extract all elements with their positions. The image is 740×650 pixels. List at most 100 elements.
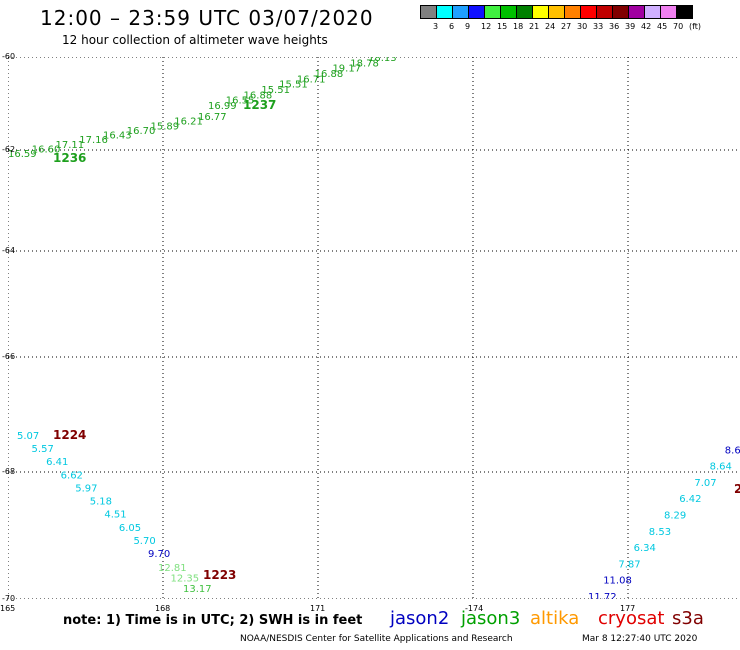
wave-height-value: 5.07	[17, 431, 39, 442]
scale-swatch	[468, 5, 485, 19]
altimeter-track: 16.5916.6017.1117.1616.4316.7015.8916.21…	[8, 112, 227, 165]
scale-swatch	[612, 5, 629, 19]
wave-height-value: 15.89	[151, 121, 180, 132]
wave-height-value: 12.35	[171, 574, 200, 585]
footer-note: note: 1) Time is in UTC; 2) SWH is in fe…	[63, 613, 363, 628]
map-subtitle: 12 hour collection of altimeter wave hei…	[62, 33, 328, 47]
wave-height-value: 18.13	[368, 57, 397, 64]
scale-swatch	[484, 5, 501, 19]
latitude-tick-label: -64	[2, 246, 16, 255]
scale-swatch	[548, 5, 565, 19]
map-svg: 16.5916.6017.1117.1616.4316.7015.8916.21…	[7, 53, 740, 603]
mission-legend-item: jason2	[390, 608, 450, 629]
wave-height-value: 11.72	[588, 592, 617, 599]
mission-legend-item: altika	[530, 608, 580, 629]
scale-label: 12	[481, 22, 492, 31]
altimeter-track: 5.07 5.57 6.41 6.62 5.97 5.18 4.51 6.05 5.70 9.70…	[17, 428, 170, 560]
generated-timestamp: Mar 8 12:27:40 UTC 2020	[582, 634, 698, 644]
scale-swatch	[500, 5, 517, 19]
map-title: 12:00 – 23:59 UTC 03/07/2020	[40, 6, 374, 30]
scale-swatch	[564, 5, 581, 19]
wave-height-value: 19.17	[332, 64, 361, 75]
scale-label: 33	[593, 22, 604, 31]
mission-legend-item: s3a	[672, 608, 704, 629]
scale-swatch	[452, 5, 469, 19]
scale-swatch	[660, 5, 677, 19]
wave-height-value: 16.55	[226, 96, 255, 107]
wave-height-value: 17.16	[79, 135, 108, 146]
wave-height-value: 9.70	[148, 549, 170, 560]
altimeter-track: 11.72 11.08 7.87 6.34 8.53 8.29 6.42 7.07 8.64 8.…	[588, 445, 740, 603]
longitude-tick-label: 171	[310, 604, 326, 613]
longitude-tick-label: 165	[0, 604, 16, 613]
wave-height-value: 11.08	[603, 576, 632, 587]
credit-line: NOAA/NESDIS Center for Satellite Applica…	[240, 634, 513, 644]
wave-height-value: 16.43	[103, 131, 132, 142]
wave-height-value: 13.17	[183, 584, 212, 595]
mission-legend-item: jason3	[461, 608, 521, 629]
track-pass-label: 1236	[53, 151, 86, 165]
longitude-tick-label: 168	[155, 604, 171, 613]
scale-label: (ft)	[689, 22, 702, 31]
latitude-tick-label: -62	[2, 145, 16, 154]
wave-height-value: 16.88	[244, 90, 273, 101]
altimeter-track: 16.9916.5516.8815.5115.5116.7116.8819.17…	[208, 53, 397, 112]
scale-label: 3	[433, 22, 439, 31]
wave-height-value: 8.53	[649, 527, 671, 538]
track-pass-label: 1237	[243, 98, 276, 112]
scale-label: 21	[529, 22, 540, 31]
scale-label: 36	[609, 22, 620, 31]
wave-height-value: 16.77	[198, 112, 227, 123]
longitude-tick-label: -174	[465, 604, 484, 613]
wave-height-value: 12.81	[158, 563, 187, 574]
wave-height-value: 5.57	[32, 444, 54, 455]
wave-height-value: 16.99	[208, 101, 237, 112]
wave-height-value: 16.60	[32, 144, 61, 155]
wave-height-value: 16.88	[315, 69, 344, 80]
scale-swatch	[628, 5, 645, 19]
wave-height-value: 8.29	[664, 511, 686, 522]
wave-height-value: 8.64	[710, 462, 732, 473]
wave-height-value: 6.05	[119, 523, 141, 534]
scale-swatch	[676, 5, 693, 19]
scale-label: 70	[673, 22, 684, 31]
color-scale-labels: 3 6 9 12 15 18 21 24 27 30 33 36 39 42 45 70 (ft)	[421, 19, 701, 33]
scale-label: 27	[561, 22, 572, 31]
latitude-tick-label: -68	[2, 467, 16, 476]
color-scale-legend: 3 6 9 12 15 18 21 24 27 30 33 36 39 42 45 70 (ft)	[420, 5, 701, 33]
wave-height-value: 4.51	[104, 510, 126, 521]
scale-label: 18	[513, 22, 524, 31]
wave-height-value: 5.18	[90, 497, 112, 508]
wave-height-value: 15.51	[261, 85, 290, 96]
track-pass-label: 2	[734, 482, 740, 496]
wave-height-value: 5.97	[75, 483, 97, 494]
scale-swatch	[436, 5, 453, 19]
wave-height-value: 8.64	[725, 445, 740, 456]
scale-label: 9	[465, 22, 471, 31]
scale-label: 24	[545, 22, 556, 31]
wave-height-value: 6.42	[679, 494, 701, 505]
wave-height-value: 6.34	[634, 543, 656, 554]
wave-height-value: 18.78	[350, 58, 379, 69]
scale-swatch	[420, 5, 437, 19]
scale-label: 39	[625, 22, 636, 31]
longitude-tick-label: 177	[620, 604, 636, 613]
wave-height-value: 6.62	[61, 470, 83, 481]
scale-swatch	[532, 5, 549, 19]
scale-swatch	[596, 5, 613, 19]
map-plot: 16.59 16.60 17.11 17.16 16.43 16.70 15.89 16.21…	[7, 53, 740, 603]
scale-label: 30	[577, 22, 588, 31]
latitude-tick-label: -60	[2, 52, 16, 61]
wave-height-value: 5.70	[133, 536, 155, 547]
wave-height-value: 16.59	[8, 149, 37, 160]
latitude-tick-label: -66	[2, 352, 16, 361]
mission-legend-item: cryosat	[598, 608, 665, 629]
track-pass-label: 1223	[203, 568, 236, 582]
scale-label: 6	[449, 22, 455, 31]
wave-height-value: 15.51	[279, 80, 308, 91]
scale-swatch	[516, 5, 533, 19]
wave-height-value: 16.70	[127, 126, 156, 137]
wave-height-value: 6.41	[46, 457, 68, 468]
track-pass-label: 1224	[53, 428, 86, 442]
